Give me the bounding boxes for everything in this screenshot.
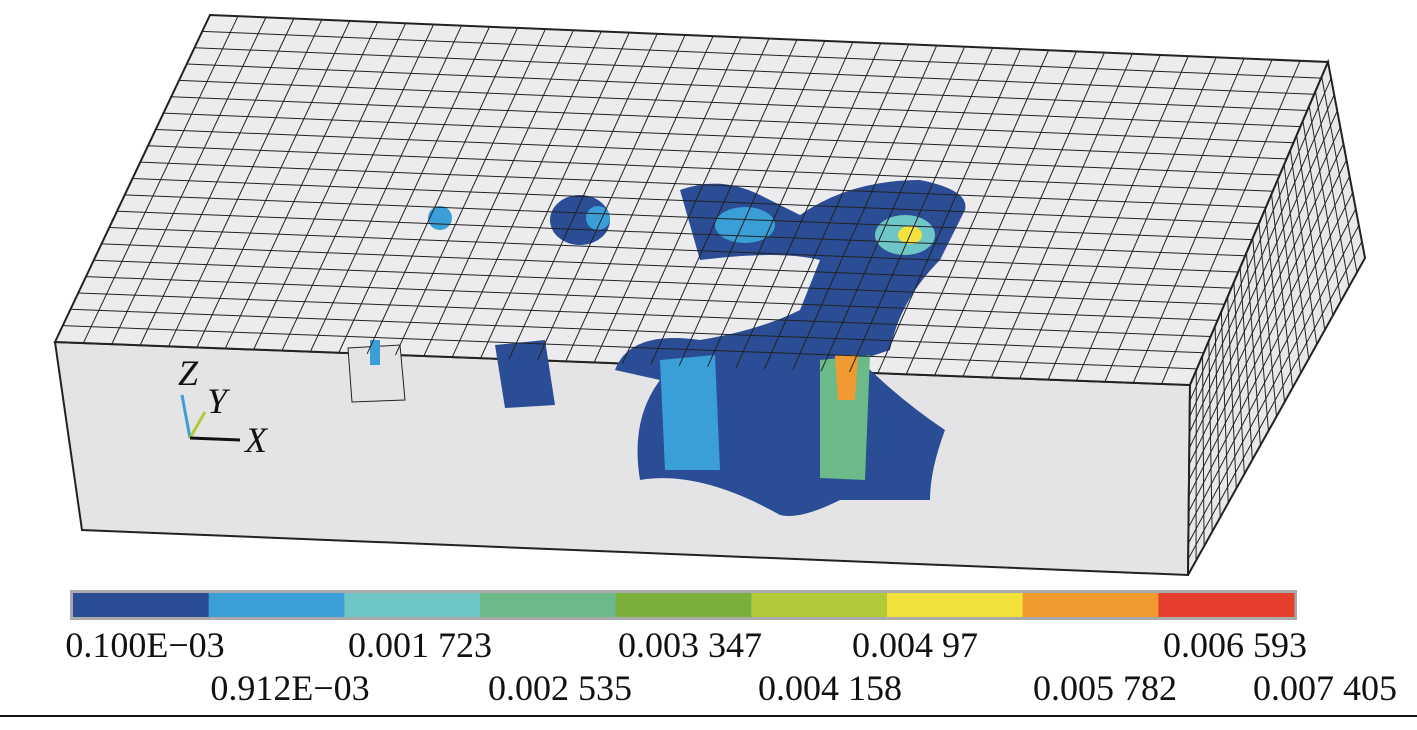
fe-model: [55, 15, 1365, 575]
legend-label: 0.002 535: [488, 668, 632, 708]
colorbar-segment: [344, 593, 480, 617]
legend-label: 0.100E−03: [65, 625, 224, 665]
contour-blob: [660, 355, 720, 470]
colorbar: [73, 593, 1295, 617]
legend-label: 0.005 782: [1033, 668, 1177, 708]
axis-label: X: [243, 420, 269, 460]
legend-label: 0.006 593: [1163, 625, 1307, 665]
colorbar-segment: [209, 593, 345, 617]
colorbar-segment: [73, 593, 209, 617]
colorbar-segment: [480, 593, 616, 617]
colorbar-segment: [1158, 593, 1294, 617]
colorbar-segment: [1023, 593, 1159, 617]
legend-label: 0.003 347: [618, 625, 762, 665]
colorbar-segment: [887, 593, 1023, 617]
axis-label: Z: [178, 353, 199, 393]
legend-label: 0.001 723: [348, 625, 492, 665]
legend-label: 0.007 405: [1253, 668, 1397, 708]
colorbar-segment: [751, 593, 887, 617]
contour-blob: [428, 206, 452, 230]
contour-blob: [715, 207, 775, 243]
legend-label: 0.912E−03: [210, 668, 369, 708]
x-axis: [190, 438, 240, 440]
colorbar-segment: [616, 593, 752, 617]
contour-blob: [495, 340, 555, 408]
legend-label: 0.004 158: [758, 668, 902, 708]
legend-label: 0.004 97: [852, 625, 978, 665]
